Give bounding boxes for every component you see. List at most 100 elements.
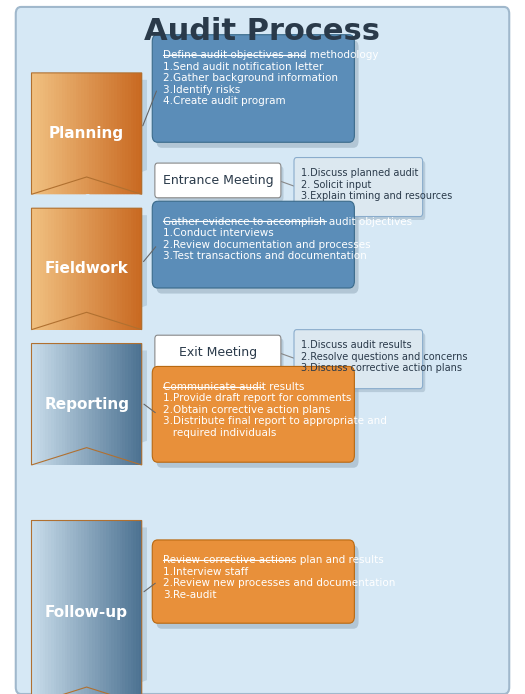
Polygon shape: [45, 344, 48, 465]
Polygon shape: [32, 520, 34, 694]
Polygon shape: [87, 464, 89, 465]
Polygon shape: [45, 181, 48, 194]
Polygon shape: [131, 180, 133, 194]
Polygon shape: [120, 454, 122, 465]
Polygon shape: [128, 344, 131, 465]
Polygon shape: [34, 520, 37, 694]
Polygon shape: [125, 344, 128, 465]
Polygon shape: [98, 461, 100, 465]
FancyBboxPatch shape: [297, 333, 425, 392]
Polygon shape: [81, 344, 84, 465]
Polygon shape: [125, 520, 128, 694]
Polygon shape: [59, 520, 62, 694]
Polygon shape: [139, 344, 142, 465]
Polygon shape: [76, 208, 78, 330]
FancyBboxPatch shape: [152, 366, 354, 462]
Polygon shape: [34, 344, 37, 465]
Polygon shape: [122, 453, 125, 465]
Polygon shape: [87, 344, 89, 465]
Polygon shape: [92, 462, 95, 465]
Polygon shape: [125, 316, 128, 330]
Polygon shape: [62, 208, 65, 330]
Polygon shape: [32, 448, 34, 465]
Polygon shape: [32, 312, 34, 330]
Polygon shape: [131, 315, 133, 330]
Polygon shape: [117, 344, 120, 465]
Polygon shape: [122, 520, 125, 694]
Polygon shape: [56, 320, 59, 330]
Polygon shape: [73, 73, 76, 194]
Polygon shape: [103, 188, 106, 194]
FancyBboxPatch shape: [16, 7, 509, 694]
Polygon shape: [37, 208, 40, 330]
Polygon shape: [106, 323, 109, 330]
Polygon shape: [37, 314, 40, 330]
Polygon shape: [37, 688, 40, 694]
Polygon shape: [37, 179, 40, 194]
Polygon shape: [43, 180, 45, 194]
Polygon shape: [73, 208, 76, 330]
Polygon shape: [56, 520, 59, 694]
Polygon shape: [103, 459, 106, 465]
Polygon shape: [34, 73, 37, 194]
Polygon shape: [70, 73, 73, 194]
Polygon shape: [78, 208, 81, 330]
Polygon shape: [89, 464, 92, 465]
Polygon shape: [92, 192, 95, 194]
Polygon shape: [109, 322, 111, 330]
Polygon shape: [106, 73, 109, 194]
Text: Entrance Meeting: Entrance Meeting: [163, 174, 273, 187]
FancyBboxPatch shape: [158, 167, 284, 201]
Polygon shape: [76, 520, 78, 694]
Polygon shape: [65, 458, 67, 465]
Polygon shape: [51, 454, 54, 465]
Polygon shape: [109, 73, 111, 194]
Polygon shape: [114, 208, 117, 330]
Polygon shape: [109, 187, 111, 194]
Polygon shape: [120, 520, 122, 694]
Polygon shape: [48, 208, 51, 330]
Polygon shape: [95, 208, 98, 330]
Polygon shape: [87, 208, 89, 330]
Polygon shape: [120, 73, 122, 194]
Polygon shape: [37, 527, 147, 694]
FancyBboxPatch shape: [156, 207, 359, 294]
Polygon shape: [40, 450, 43, 465]
Polygon shape: [87, 73, 89, 194]
Polygon shape: [45, 691, 48, 694]
Polygon shape: [131, 344, 133, 465]
Text: Audit Process: Audit Process: [144, 17, 381, 46]
Polygon shape: [81, 464, 84, 465]
Polygon shape: [125, 452, 128, 465]
Text: Exit Meeting: Exit Meeting: [179, 346, 257, 359]
Polygon shape: [139, 177, 142, 194]
Polygon shape: [43, 208, 45, 330]
Polygon shape: [109, 457, 111, 465]
Polygon shape: [34, 448, 37, 465]
Polygon shape: [40, 520, 43, 694]
Polygon shape: [59, 457, 62, 465]
Polygon shape: [37, 215, 147, 326]
Polygon shape: [133, 520, 136, 694]
Polygon shape: [84, 344, 87, 465]
Polygon shape: [76, 462, 78, 465]
Polygon shape: [92, 327, 95, 330]
Polygon shape: [131, 520, 133, 694]
Polygon shape: [106, 208, 109, 330]
Polygon shape: [84, 208, 87, 330]
Polygon shape: [139, 73, 142, 194]
Polygon shape: [56, 344, 59, 465]
Polygon shape: [103, 323, 106, 330]
Polygon shape: [78, 73, 81, 194]
Polygon shape: [122, 344, 125, 465]
Polygon shape: [98, 344, 100, 465]
Polygon shape: [48, 183, 51, 194]
Polygon shape: [70, 208, 73, 330]
Polygon shape: [120, 344, 122, 465]
Text: Follow-up: Follow-up: [45, 605, 128, 620]
Polygon shape: [32, 177, 34, 194]
Polygon shape: [54, 184, 56, 194]
Polygon shape: [37, 520, 40, 694]
Polygon shape: [54, 73, 56, 194]
Text: Define audit objectives and methodology
1.Send audit notification letter
2.Gathe: Define audit objectives and methodology …: [163, 50, 378, 106]
